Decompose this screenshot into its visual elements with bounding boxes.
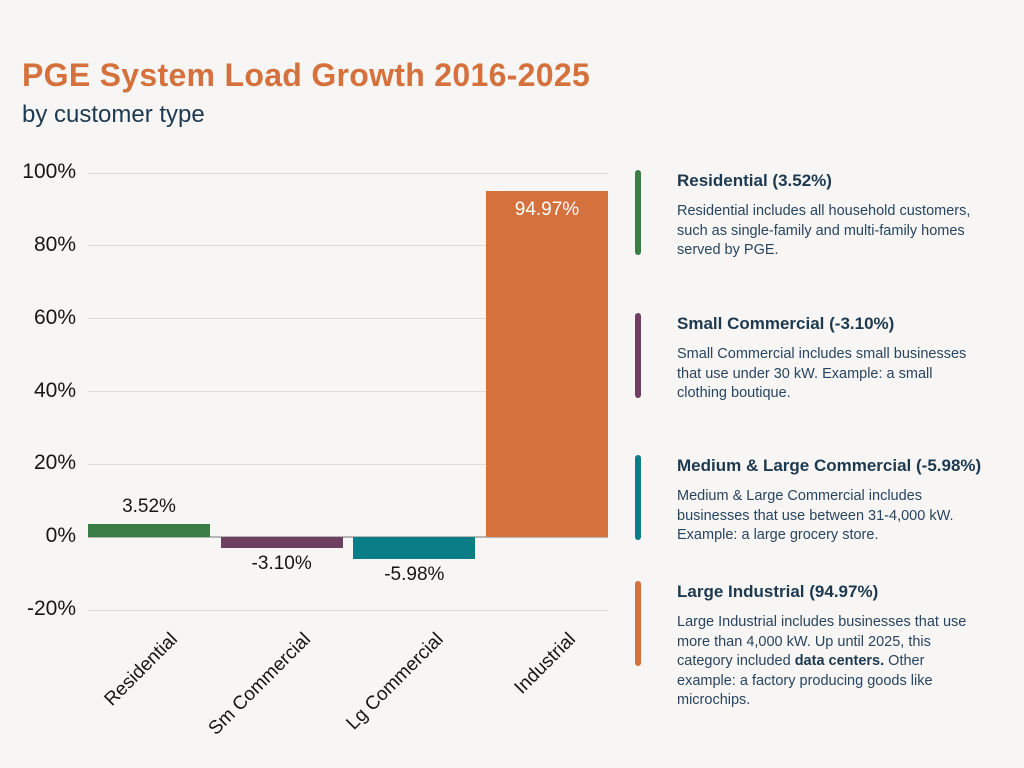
legend-item-medium-large-commercial: Medium & Large Commercial (-5.98%) Medium…: [635, 455, 1020, 546]
legend-item-residential: Residential (3.52%) Residential includes …: [635, 170, 1020, 261]
legend-body-segment: data centers.: [795, 653, 884, 669]
legend-panel: Residential (3.52%) Residential includes …: [0, 0, 1024, 768]
legend-item-body: Small Commercial includes small business…: [677, 345, 985, 404]
legend-body-segment: Medium & Large Commercial includes busin…: [677, 488, 953, 543]
legend-item-body: Residential includes all household custo…: [677, 202, 985, 261]
legend-item-text: Large Industrial (94.97%) Large Industria…: [677, 581, 985, 711]
legend-item-text: Small Commercial (-3.10%) Small Commercia…: [677, 313, 985, 404]
legend-body-segment: Small Commercial includes small business…: [677, 346, 966, 401]
legend-item-title: Medium & Large Commercial (-5.98%): [677, 455, 985, 476]
legend-body-segment: Residential includes all household custo…: [677, 203, 970, 258]
legend-item-title: Large Industrial (94.97%): [677, 581, 985, 602]
legend-item-title: Small Commercial (-3.10%): [677, 313, 985, 334]
legend-item-text: Medium & Large Commercial (-5.98%) Medium…: [677, 455, 985, 546]
legend-item-body: Large Industrial includes businesses tha…: [677, 613, 985, 711]
legend-color-bar-large-industrial: [635, 581, 641, 666]
legend-item-body: Medium & Large Commercial includes busin…: [677, 487, 985, 546]
legend-item-title: Residential (3.52%): [677, 170, 985, 191]
legend-color-bar-residential: [635, 170, 641, 255]
legend-item-text: Residential (3.52%) Residential includes …: [677, 170, 985, 261]
legend-item-large-industrial: Large Industrial (94.97%) Large Industria…: [635, 581, 1020, 711]
legend-color-bar-small-commercial: [635, 313, 641, 398]
legend-color-bar-medium-large-commercial: [635, 455, 641, 540]
legend-item-small-commercial: Small Commercial (-3.10%) Small Commercia…: [635, 313, 1020, 404]
